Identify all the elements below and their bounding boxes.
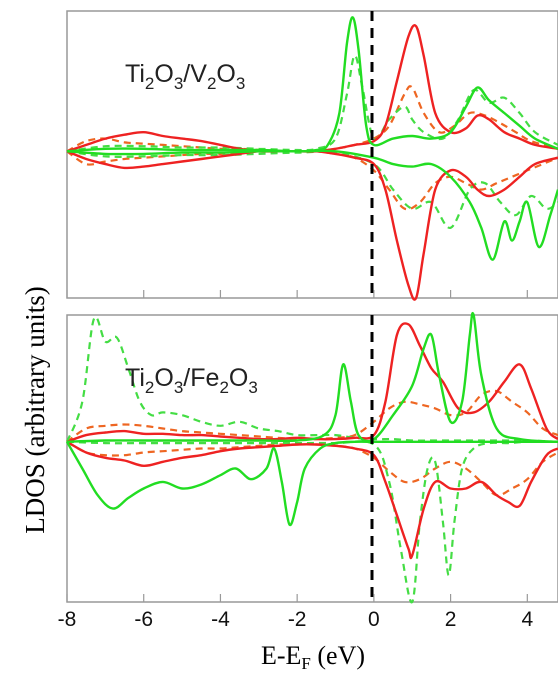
panel-0-series-0-red-solid-up xyxy=(66,24,558,153)
panel-1-series-2-green-solid-up xyxy=(66,312,558,443)
x-tick-label-1: -6 xyxy=(134,608,153,631)
y-axis-label: LDOS (arbitrary units) xyxy=(20,286,50,533)
panel-1-series-6-lightgreen-dashed-up xyxy=(65,315,558,443)
panel-0-series-1-red-solid-down xyxy=(66,149,558,301)
panel-0-series-2-green-solid-up xyxy=(66,16,558,153)
panel-0-series-3-green-solid-down xyxy=(66,149,558,261)
x-axis-label: E-EF (eV) xyxy=(261,641,365,673)
panel-bottom-label: Ti2O3/Fe2O3 xyxy=(125,364,258,397)
panel-0-series-4-orange-dashed-up xyxy=(66,85,558,153)
panel-top: Ti2O3/V2O3 xyxy=(66,10,558,301)
panel-top-curves xyxy=(66,16,558,301)
x-tick-label-5: 2 xyxy=(445,608,457,631)
x-tick-label-3: -2 xyxy=(288,608,307,631)
panel-top-label: Ti2O3/V2O3 xyxy=(125,60,245,93)
panel-0-series-7-lightgreen-dashed-down xyxy=(66,150,558,229)
x-tick-label-4: 0 xyxy=(368,608,380,631)
panel-top-frame xyxy=(66,10,558,299)
panel-bottom: Ti2O3/Fe2O3 xyxy=(65,312,558,604)
panel-bottom-curves xyxy=(65,312,558,604)
panel-1-series-7-lightgreen-dashed-down xyxy=(66,440,558,604)
x-tick-label-0: -8 xyxy=(58,608,77,631)
x-axis-ticks: -8 -6 -4 -2 0 2 4 xyxy=(58,290,533,631)
panel-1-series-0-red-solid-up xyxy=(66,322,558,443)
x-tick-label-2: -4 xyxy=(211,608,230,631)
panel-1-series-3-green-solid-down xyxy=(65,440,558,527)
panel-1-series-1-red-solid-down xyxy=(66,440,558,560)
x-tick-label-6: 4 xyxy=(521,608,533,631)
panel-bottom-frame xyxy=(66,314,558,603)
panel-0-series-5-orange-dashed-down xyxy=(66,150,558,211)
panel-1-series-5-orange-dashed-down xyxy=(66,440,558,497)
